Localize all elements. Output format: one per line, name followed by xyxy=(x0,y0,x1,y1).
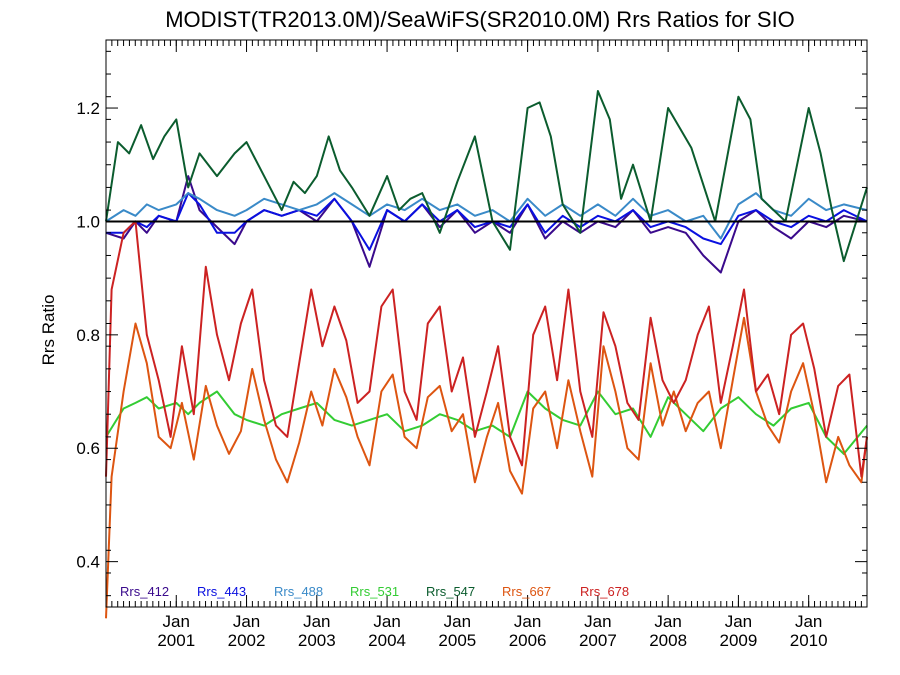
x-tick-label-month: Jan xyxy=(444,612,471,631)
chart-title: MODIST(TR2013.0M)/SeaWiFS(SR2010.0M) Rrs… xyxy=(165,7,795,32)
legend-entry-rrs-443: Rrs_443 xyxy=(197,584,246,599)
x-tick-label-year: 2007 xyxy=(579,631,617,650)
x-tick-label-year: 2004 xyxy=(368,631,406,650)
x-tick-label-month: Jan xyxy=(163,612,190,631)
x-tick-label-year: 2005 xyxy=(438,631,476,650)
legend-entry-rrs-488: Rrs_488 xyxy=(274,584,323,599)
series-line-rrs-678 xyxy=(105,220,868,478)
legend-entry-rrs-531: Rrs_531 xyxy=(350,584,399,599)
x-tick-label-year: 2001 xyxy=(157,631,195,650)
y-tick-label: 1.2 xyxy=(76,99,100,118)
series-layer xyxy=(105,90,868,619)
series-line-rrs-547 xyxy=(105,90,868,263)
x-tick-label-year: 2002 xyxy=(228,631,266,650)
x-tick-label-month: Jan xyxy=(584,612,611,631)
y-axis-label: Rrs Ratio xyxy=(39,295,58,366)
x-tick-label-month: Jan xyxy=(373,612,400,631)
x-tick-label-year: 2008 xyxy=(649,631,687,650)
x-tick-label-month: Jan xyxy=(725,612,752,631)
legend: Rrs_412 Rrs_443 Rrs_488 Rrs_531 Rrs_547 Rrs_6… xyxy=(120,584,629,599)
x-tick-label-month: Jan xyxy=(514,612,541,631)
x-tick-label-year: 2010 xyxy=(790,631,828,650)
x-tick-label-month: Jan xyxy=(303,612,330,631)
x-tick-label-month: Jan xyxy=(654,612,681,631)
y-tick-label: 0.4 xyxy=(76,553,100,572)
series-line-rrs-667 xyxy=(105,316,868,619)
series-line-rrs-531 xyxy=(105,390,868,455)
x-tick-label-month: Jan xyxy=(795,612,822,631)
x-axis: Jan2001Jan2002Jan2003Jan2004Jan2005Jan20… xyxy=(111,40,862,650)
y-tick-label: 0.8 xyxy=(76,326,100,345)
x-tick-label-year: 2006 xyxy=(509,631,547,650)
legend-entry-rrs-678: Rrs_678 xyxy=(580,584,629,599)
x-tick-label-month: Jan xyxy=(233,612,260,631)
series-line-rrs-488 xyxy=(105,192,868,240)
legend-entry-rrs-547: Rrs_547 xyxy=(426,584,475,599)
x-tick-label-year: 2009 xyxy=(719,631,757,650)
plot-frame xyxy=(105,39,868,608)
y-tick-label: 0.6 xyxy=(76,439,100,458)
y-axis: 0.4 0.6 0.8 1.0 1.2 xyxy=(76,50,867,597)
legend-entry-rrs-667: Rrs_667 xyxy=(502,584,551,599)
x-tick-label-year: 2003 xyxy=(298,631,336,650)
y-tick-label: 1.0 xyxy=(76,212,100,231)
legend-entry-rrs-412: Rrs_412 xyxy=(120,584,169,599)
series-line-rrs-443 xyxy=(106,192,868,251)
